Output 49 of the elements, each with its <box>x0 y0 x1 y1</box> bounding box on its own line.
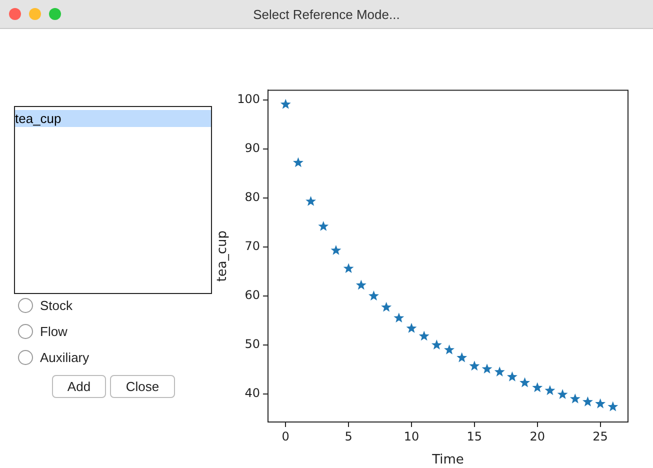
point <box>381 302 392 312</box>
y-tick-label: 80 <box>244 190 260 204</box>
point <box>482 364 492 374</box>
text: Stock <box>40 298 73 313</box>
point <box>292 157 304 168</box>
point <box>368 290 379 300</box>
point <box>506 371 518 382</box>
point <box>544 385 556 396</box>
y-tick-label: 50 <box>244 337 260 352</box>
y-tick-label: 70 <box>244 239 260 254</box>
point <box>557 389 568 400</box>
point <box>330 244 342 255</box>
x-tick-label: 15 <box>466 429 482 444</box>
point <box>469 360 480 371</box>
x-tick-label: 10 <box>404 429 420 444</box>
point <box>431 340 442 350</box>
y-tick-label: 100 <box>237 92 260 106</box>
point <box>418 330 430 341</box>
text: Auxiliary <box>40 350 90 365</box>
x-tick-label: 5 <box>344 429 352 444</box>
text: Flow <box>40 324 68 339</box>
list-box: tea_cup <box>14 106 212 294</box>
point <box>532 382 543 392</box>
point <box>406 322 417 333</box>
point <box>456 352 468 362</box>
x-tick-label: 25 <box>592 429 608 444</box>
x-axis-title: Time <box>431 452 464 468</box>
point <box>494 366 505 376</box>
point <box>280 98 291 109</box>
x-tick-label: 20 <box>530 429 546 444</box>
y-axis-title: tea_cup <box>215 230 230 282</box>
y-tick-label: 40 <box>244 386 260 400</box>
y-tick-label: 60 <box>244 288 260 302</box>
point <box>343 263 354 274</box>
text: Add <box>52 375 106 398</box>
point <box>595 398 606 408</box>
chart-title: Select Reference Mode... <box>252 7 401 22</box>
point <box>608 401 618 412</box>
point <box>570 393 580 404</box>
point <box>356 280 366 290</box>
point <box>520 377 530 388</box>
y-tick-label: 90 <box>244 141 260 156</box>
point <box>306 196 316 206</box>
point <box>582 396 593 406</box>
x-tick-label: 0 <box>282 429 290 444</box>
point <box>394 312 404 323</box>
point <box>444 344 454 354</box>
point <box>318 220 329 231</box>
text: Close <box>110 375 175 398</box>
